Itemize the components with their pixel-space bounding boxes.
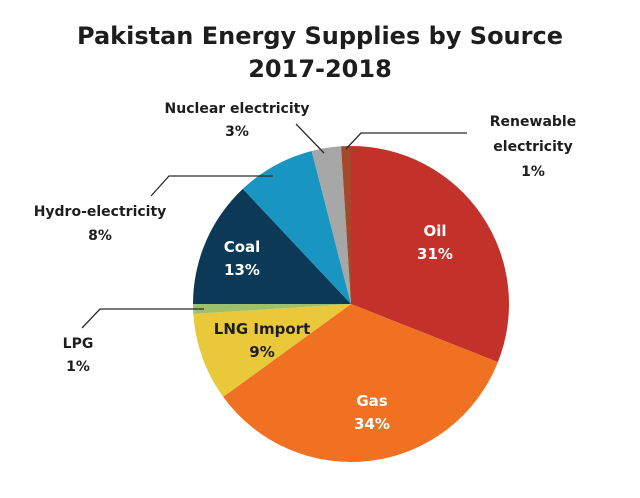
pie-slice-oil (351, 146, 509, 363)
slice-label-gas: Gas (356, 392, 387, 410)
slice-percent-renewable-electricity: 1% (521, 164, 545, 180)
slice-percent-coal: 13% (224, 261, 260, 279)
slice-label-renewable-electricity: electricity (493, 139, 572, 155)
slice-label-hydro-electricity: Hydro-electricity (34, 204, 167, 220)
leader-line-renewable-electricity (345, 132, 467, 150)
slice-label-renewable-electricity: Renewable (490, 114, 576, 130)
pie-slice-nuclear-electricity (311, 146, 351, 304)
slice-label-coal: Coal (224, 238, 261, 256)
pie-slice-lpg (193, 304, 351, 314)
leader-line-hydro-electricity (150, 175, 273, 197)
slice-percent-gas: 34% (354, 415, 390, 433)
pie-slice-hydro-electricity (242, 150, 351, 304)
pie-slice-gas (223, 304, 498, 463)
pie-slice-renewable-electricity (341, 146, 351, 304)
slice-percent-lng-import: 9% (249, 343, 274, 361)
slice-label-lng-import: LNG Import (214, 320, 310, 338)
slice-percent-lpg: 1% (66, 359, 90, 375)
chart-title-line-2: 2017-2018 (248, 55, 392, 83)
slice-label-oil: Oil (423, 222, 446, 240)
slice-percent-nuclear-electricity: 3% (225, 124, 249, 140)
pie-slice-coal (193, 188, 351, 304)
pie-slice-lng-import (193, 304, 351, 397)
slice-percent-hydro-electricity: 8% (88, 228, 112, 244)
leader-line-lpg (81, 308, 204, 329)
slice-label-lpg: LPG (63, 336, 94, 352)
chart-title-line-1: Pakistan Energy Supplies by Source (77, 22, 563, 50)
slice-label-nuclear-electricity: Nuclear electricity (165, 101, 310, 117)
slice-percent-oil: 31% (417, 245, 453, 263)
leader-line-nuclear-electricity (295, 123, 325, 154)
